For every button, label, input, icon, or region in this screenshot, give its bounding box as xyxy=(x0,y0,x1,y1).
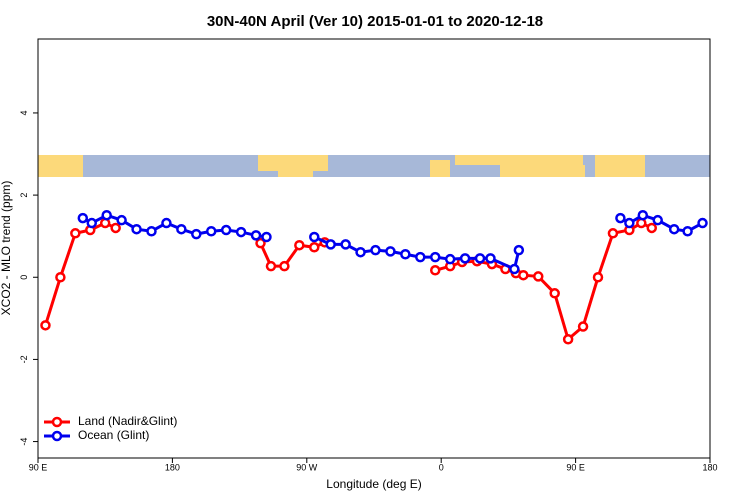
point xyxy=(459,253,471,264)
point xyxy=(309,242,320,253)
x-tick-label: 90 E xyxy=(566,462,585,472)
x-tick-label: 90 W xyxy=(296,462,318,472)
point xyxy=(637,209,649,221)
y-tick-label: -4 xyxy=(19,438,29,446)
y-tick-label: 2 xyxy=(19,193,29,198)
point xyxy=(40,320,51,331)
point xyxy=(110,222,121,234)
point xyxy=(429,251,441,263)
plot-frame xyxy=(37,38,711,459)
point xyxy=(255,237,266,249)
x-tick-label: 0 xyxy=(439,462,444,472)
legend-label: Land (Nadir&Glint) xyxy=(78,414,177,428)
point xyxy=(340,239,351,250)
point xyxy=(355,246,366,258)
point xyxy=(261,231,272,243)
point xyxy=(592,272,604,283)
y-tick-label: -2 xyxy=(19,355,29,363)
point xyxy=(415,251,426,263)
point xyxy=(444,253,456,265)
y-tick-label: 0 xyxy=(19,275,29,280)
point xyxy=(513,244,525,256)
point xyxy=(86,217,98,229)
point xyxy=(646,222,658,234)
point xyxy=(549,288,560,299)
map-strip xyxy=(38,155,710,177)
point xyxy=(624,217,635,229)
legend-marker xyxy=(51,430,63,442)
y-tick-label: 4 xyxy=(19,110,29,115)
point xyxy=(101,209,112,221)
point xyxy=(161,217,172,229)
x-tick-label: 180 xyxy=(165,462,180,472)
point xyxy=(309,231,320,243)
chart-title: 30N-40N April (Ver 10) 2015-01-01 to 202… xyxy=(207,13,543,30)
point xyxy=(370,244,381,256)
point xyxy=(325,239,336,250)
point xyxy=(385,246,396,257)
legend-marker xyxy=(51,416,63,428)
point xyxy=(474,253,486,264)
point xyxy=(205,225,217,237)
point xyxy=(615,212,626,224)
point xyxy=(533,271,544,282)
point xyxy=(220,224,232,236)
point xyxy=(697,217,708,229)
x-tick-label: 90 E xyxy=(29,462,48,472)
point xyxy=(518,269,529,281)
point xyxy=(77,212,89,224)
legend-label: Ocean (Glint) xyxy=(78,428,149,442)
point xyxy=(485,253,496,264)
point xyxy=(131,223,142,235)
point xyxy=(682,225,693,237)
point xyxy=(235,226,247,238)
point xyxy=(146,225,157,237)
point xyxy=(429,265,441,276)
point xyxy=(191,228,202,240)
point xyxy=(607,228,619,239)
y-axis-label: XCO2 - MLO trend (ppm) xyxy=(0,181,13,316)
point xyxy=(70,228,81,239)
point xyxy=(562,334,574,345)
point xyxy=(652,214,663,226)
point xyxy=(55,272,66,283)
point xyxy=(279,260,290,272)
point xyxy=(116,214,127,226)
point xyxy=(265,260,277,272)
x-tick-label: 180 xyxy=(702,462,717,472)
point xyxy=(250,230,262,241)
point xyxy=(400,249,411,260)
point xyxy=(577,321,589,332)
x-axis-label: Longitude (deg E) xyxy=(326,477,421,491)
point xyxy=(176,223,187,235)
point xyxy=(668,223,680,235)
point xyxy=(294,239,305,251)
point xyxy=(509,263,520,275)
